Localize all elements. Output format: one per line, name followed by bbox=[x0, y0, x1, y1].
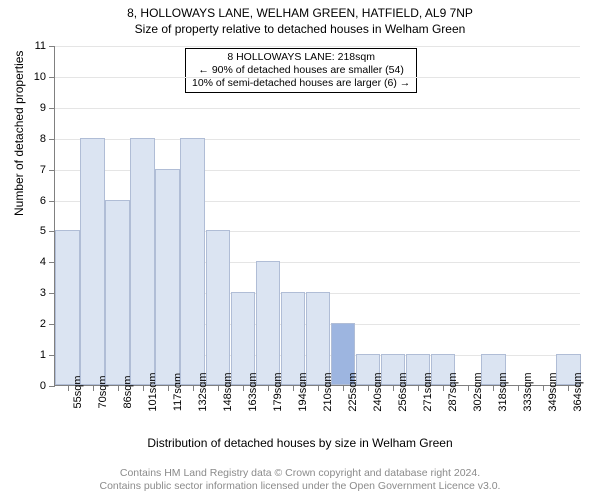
y-tick bbox=[49, 139, 55, 140]
x-tick bbox=[268, 385, 269, 391]
x-tick bbox=[318, 385, 319, 391]
x-tick-label: 364sqm bbox=[572, 372, 584, 411]
annotation-line2: ← 90% of detached houses are smaller (54… bbox=[192, 64, 410, 77]
x-tick bbox=[118, 385, 119, 391]
y-tick bbox=[49, 201, 55, 202]
x-tick-label: 318sqm bbox=[497, 372, 509, 411]
bar bbox=[206, 230, 231, 385]
y-tick bbox=[49, 355, 55, 356]
chart-plot-area: 8 HOLLOWAYS LANE: 218sqm ← 90% of detach… bbox=[54, 46, 580, 386]
bar bbox=[256, 261, 281, 385]
x-tick bbox=[468, 385, 469, 391]
x-tick bbox=[68, 385, 69, 391]
x-tick bbox=[293, 385, 294, 391]
x-tick bbox=[518, 385, 519, 391]
y-tick-label: 0 bbox=[40, 380, 46, 392]
bar bbox=[231, 292, 256, 385]
bar bbox=[105, 200, 130, 385]
y-tick bbox=[49, 386, 55, 387]
chart-subtitle: Size of property relative to detached ho… bbox=[0, 22, 600, 36]
x-tick-label: 287sqm bbox=[447, 372, 459, 411]
x-tick bbox=[343, 385, 344, 391]
y-tick bbox=[49, 293, 55, 294]
x-tick bbox=[368, 385, 369, 391]
footer-line1: Contains HM Land Registry data © Crown c… bbox=[0, 467, 600, 481]
y-tick-label: 8 bbox=[40, 133, 46, 145]
bar bbox=[80, 138, 105, 385]
x-tick bbox=[143, 385, 144, 391]
annotation-line3: 10% of semi-detached houses are larger (… bbox=[192, 77, 410, 90]
x-tick bbox=[418, 385, 419, 391]
x-tick bbox=[543, 385, 544, 391]
y-tick-label: 9 bbox=[40, 102, 46, 114]
y-tick-label: 7 bbox=[40, 164, 46, 176]
bar bbox=[130, 138, 155, 385]
y-tick bbox=[49, 108, 55, 109]
y-tick bbox=[49, 77, 55, 78]
x-tick bbox=[168, 385, 169, 391]
y-tick-label: 11 bbox=[35, 40, 46, 52]
y-axis-label: Number of detached properties bbox=[12, 51, 26, 216]
x-tick-label: 333sqm bbox=[522, 372, 534, 411]
annotation-box: 8 HOLLOWAYS LANE: 218sqm ← 90% of detach… bbox=[185, 48, 417, 93]
x-tick bbox=[443, 385, 444, 391]
x-tick bbox=[493, 385, 494, 391]
gridline bbox=[55, 108, 580, 109]
x-axis-label: Distribution of detached houses by size … bbox=[0, 436, 600, 450]
y-tick bbox=[49, 46, 55, 47]
y-tick-label: 6 bbox=[40, 195, 46, 207]
x-tick bbox=[193, 385, 194, 391]
chart-header: 8, HOLLOWAYS LANE, WELHAM GREEN, HATFIEL… bbox=[0, 6, 600, 36]
y-tick-label: 2 bbox=[40, 318, 46, 330]
bar bbox=[180, 138, 205, 385]
bar bbox=[281, 292, 306, 385]
y-tick-label: 4 bbox=[40, 256, 46, 268]
y-tick bbox=[49, 324, 55, 325]
gridline bbox=[55, 46, 580, 47]
x-tick bbox=[393, 385, 394, 391]
y-tick-label: 10 bbox=[34, 71, 46, 83]
x-tick bbox=[218, 385, 219, 391]
y-tick bbox=[49, 170, 55, 171]
footer-line2: Contains public sector information licen… bbox=[0, 480, 600, 494]
annotation-line1: 8 HOLLOWAYS LANE: 218sqm bbox=[192, 51, 410, 64]
gridline bbox=[55, 77, 580, 78]
y-tick-label: 3 bbox=[40, 287, 46, 299]
x-tick bbox=[93, 385, 94, 391]
y-tick bbox=[49, 262, 55, 263]
footer-attribution: Contains HM Land Registry data © Crown c… bbox=[0, 467, 600, 494]
y-tick-label: 5 bbox=[40, 225, 46, 237]
y-tick bbox=[49, 231, 55, 232]
bar bbox=[55, 230, 80, 385]
chart-title-address: 8, HOLLOWAYS LANE, WELHAM GREEN, HATFIEL… bbox=[0, 6, 600, 20]
bar bbox=[155, 169, 180, 385]
x-tick bbox=[243, 385, 244, 391]
y-tick-label: 1 bbox=[40, 349, 46, 361]
x-tick bbox=[568, 385, 569, 391]
bar bbox=[306, 292, 331, 385]
